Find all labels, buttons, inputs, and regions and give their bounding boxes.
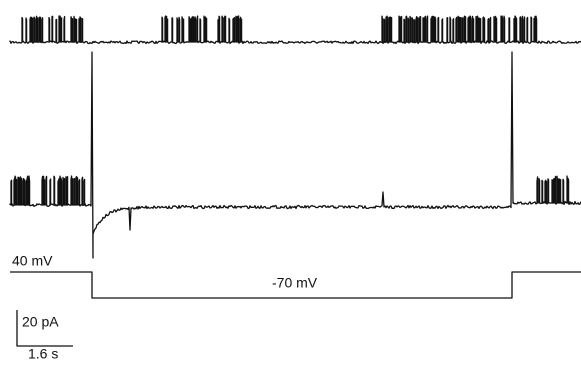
time-scale-label: 1.6 s — [28, 346, 58, 362]
voltage-command — [10, 271, 581, 299]
step-label: -70 mV — [272, 275, 318, 291]
upper-trace — [9, 15, 581, 45]
traces — [9, 15, 581, 259]
current-scale-label: 20 pA — [22, 314, 59, 330]
scale-bar — [16, 310, 73, 347]
middle-trace — [9, 51, 581, 259]
holding-label: 40 mV — [12, 253, 53, 269]
